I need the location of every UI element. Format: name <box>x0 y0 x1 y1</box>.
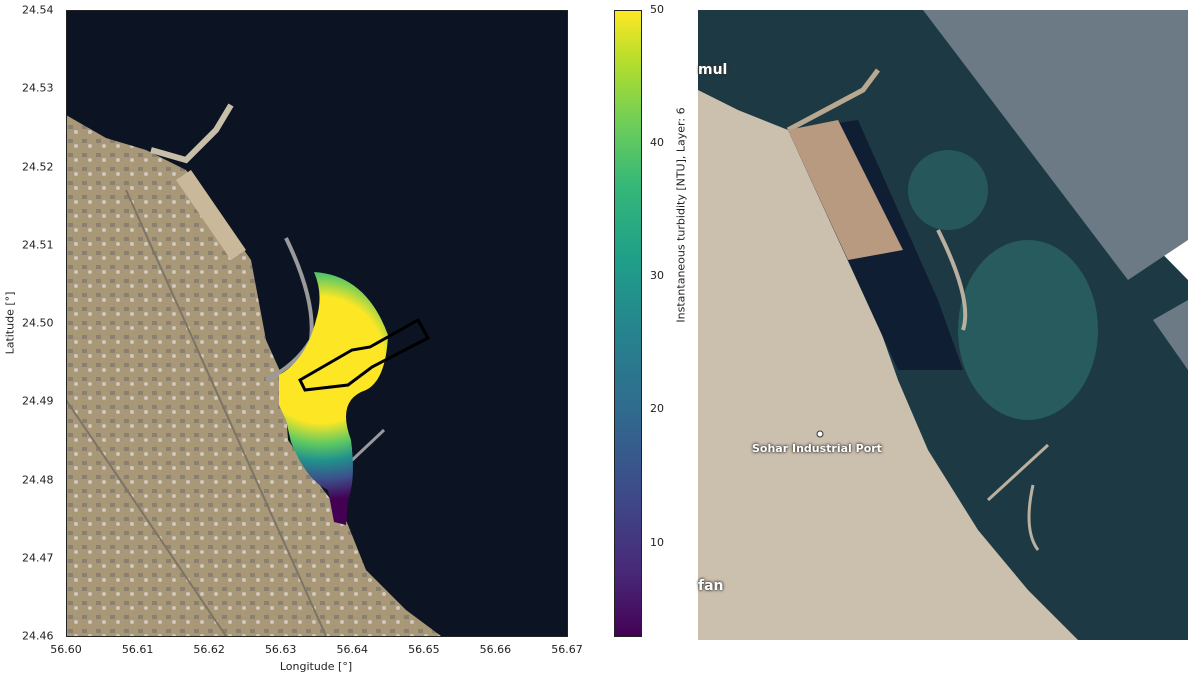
y-tick: 24.50 <box>22 316 54 330</box>
y-tick: 24.52 <box>22 160 54 173</box>
colorbar-tick: 30 <box>650 269 664 282</box>
no-data-area <box>923 10 1188 280</box>
colorbar-tick: 40 <box>650 136 664 149</box>
x-tick: 56.62 <box>193 643 225 656</box>
y-tick: 24.48 <box>22 473 54 486</box>
x-tick: 56.61 <box>121 643 154 656</box>
disposal-area-outline <box>298 317 431 392</box>
colorbar-tick: 20 <box>650 402 664 415</box>
place-label: mul <box>698 62 728 78</box>
x-tick: 56.63 <box>264 643 297 656</box>
x-tick: 56.67 <box>551 643 583 656</box>
y-tick: 24.53 <box>22 81 54 95</box>
x-tick: 56.60 <box>50 643 82 656</box>
place-label: fan <box>698 578 724 594</box>
quay <box>176 170 246 260</box>
reference-satellite-map <box>698 10 1188 640</box>
colorbar-tick: 50 <box>650 3 664 16</box>
land-area <box>66 115 441 636</box>
x-tick: 56.65 <box>408 643 440 656</box>
no-data-area <box>1153 300 1188 370</box>
x-tick: 56.66 <box>479 643 512 656</box>
place-label-sohar-industrial-port: Sohar Industrial Port <box>752 442 882 455</box>
y-tick: 24.46 <box>22 629 54 643</box>
y-tick: 24.54 <box>22 3 54 17</box>
colorbar-label: Instantaneous turbidity [NTU], Layer: 6 <box>674 107 688 323</box>
road <box>66 189 327 636</box>
turbidity-map <box>66 10 567 636</box>
axes-frame <box>66 10 568 637</box>
breakwater <box>150 103 234 164</box>
x-tick: 56.64 <box>336 643 369 656</box>
y-tick: 24.51 <box>22 238 54 252</box>
colorbar-tick: 10 <box>650 536 664 549</box>
quay <box>788 120 903 260</box>
x-axis-label: Longitude [°] <box>279 660 353 673</box>
turbidity-plume <box>279 272 388 525</box>
land-area <box>698 90 1078 640</box>
y-tick: 24.49 <box>22 394 54 408</box>
y-axis-label: Latitude [°] <box>3 291 17 355</box>
y-tick: 24.47 <box>22 551 54 565</box>
colorbar <box>614 10 642 637</box>
